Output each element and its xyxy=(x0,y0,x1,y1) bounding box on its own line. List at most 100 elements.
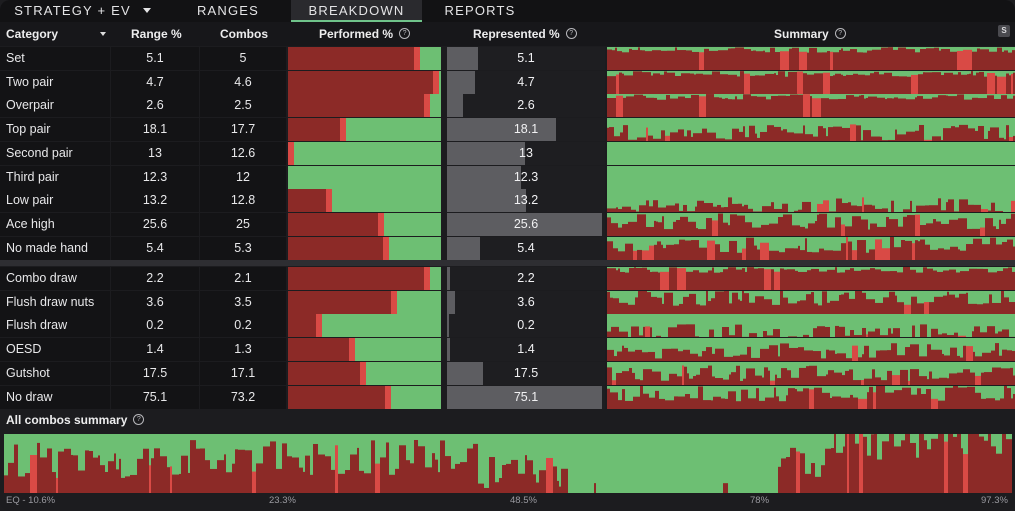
table-row[interactable]: Set 5.1 5 5.1 xyxy=(0,47,1015,70)
performed-bar xyxy=(288,361,441,385)
summary-strip[interactable] xyxy=(607,267,1015,290)
performed-bar xyxy=(288,385,441,409)
header-range-pct[interactable]: Range % xyxy=(131,22,182,46)
summary-strip[interactable] xyxy=(607,165,1015,189)
category-cell: Ace high xyxy=(0,212,110,236)
represented-value: 13 xyxy=(519,145,533,160)
section-divider xyxy=(0,260,1015,266)
tab-strategy-ev[interactable]: STRATEGY + EV xyxy=(0,0,165,22)
header-category[interactable]: Category xyxy=(6,22,58,46)
all-combos-summary-title: All combos summary? xyxy=(6,413,145,427)
summary-strip[interactable] xyxy=(607,236,1015,260)
summary-strip[interactable] xyxy=(607,212,1015,236)
summary-strip[interactable] xyxy=(607,189,1015,213)
summary-strip[interactable] xyxy=(607,141,1015,165)
range-pct-cell: 5.1 xyxy=(111,47,199,70)
table-row[interactable]: Ace high 25.6 25 25.6 xyxy=(0,212,1015,236)
settings-badge-icon[interactable]: S xyxy=(998,25,1010,37)
header-represented[interactable]: Represented %? xyxy=(473,22,577,46)
tab-reports[interactable]: REPORTS xyxy=(422,0,538,22)
range-pct-cell: 1.4 xyxy=(111,338,199,362)
help-icon[interactable]: ? xyxy=(133,414,145,426)
summary-strip[interactable] xyxy=(607,70,1015,94)
performed-bet-fill xyxy=(424,267,430,290)
summary-strip[interactable] xyxy=(607,290,1015,314)
chevron-down-icon[interactable] xyxy=(142,8,151,14)
represented-bar: 25.6 xyxy=(447,212,605,236)
table-row[interactable]: Overpair 2.6 2.5 2.6 xyxy=(0,94,1015,118)
header-summary[interactable]: Summary? xyxy=(774,22,846,46)
table-row[interactable]: No draw 75.1 73.2 75.1 xyxy=(0,385,1015,409)
performed-fold-fill xyxy=(288,118,346,142)
summary-strip[interactable] xyxy=(607,314,1015,338)
table-row[interactable]: Flush draw nuts 3.6 3.5 3.6 xyxy=(0,290,1015,314)
header-range-label: Range % xyxy=(131,27,182,41)
table-row[interactable]: Combo draw 2.2 2.1 2.2 xyxy=(0,267,1015,290)
help-icon[interactable]: ? xyxy=(834,28,846,40)
table-row[interactable]: Flush draw 0.2 0.2 0.2 xyxy=(0,314,1015,338)
combos-cell: 17.7 xyxy=(200,118,286,142)
represented-bar: 4.7 xyxy=(447,70,605,94)
table-row[interactable]: Second pair 13 12.6 13 xyxy=(0,141,1015,165)
category-cell: No made hand xyxy=(0,236,110,260)
range-pct-cell: 2.6 xyxy=(111,94,199,118)
table-row[interactable]: Third pair 12.3 12 12.3 xyxy=(0,165,1015,189)
help-icon[interactable]: ? xyxy=(399,28,411,40)
represented-fill xyxy=(447,47,478,70)
tab-ranges[interactable]: RANGES xyxy=(165,0,291,22)
represented-bar: 2.6 xyxy=(447,94,605,118)
represented-fill xyxy=(447,165,521,189)
header-represented-label: Represented % xyxy=(473,27,560,41)
represented-value: 12.3 xyxy=(513,169,539,184)
represented-fill xyxy=(447,212,602,236)
all-combos-title-label: All combos summary xyxy=(6,413,128,427)
represented-fill xyxy=(447,118,556,142)
represented-fill xyxy=(447,70,475,94)
table-header: Category Range % Combos Performed %? Rep… xyxy=(0,22,1015,46)
header-performed[interactable]: Performed %? xyxy=(319,22,411,46)
tab-label: STRATEGY + EV xyxy=(14,3,131,18)
summary-strip[interactable] xyxy=(607,338,1015,362)
eq-label: 97.3% xyxy=(981,495,1008,506)
table-row[interactable]: Low pair 13.2 12.8 13.2 xyxy=(0,189,1015,213)
summary-strip[interactable] xyxy=(607,361,1015,385)
performed-fold-fill xyxy=(288,361,366,385)
range-pct-cell: 5.4 xyxy=(111,236,199,260)
performed-fold-fill xyxy=(288,385,391,409)
performed-fold-fill xyxy=(288,267,430,290)
performed-bar xyxy=(288,338,441,362)
performed-fold-fill xyxy=(288,70,439,94)
category-cell: Second pair xyxy=(0,141,110,165)
sort-caret-icon[interactable] xyxy=(100,32,106,36)
summary-strip[interactable] xyxy=(607,385,1015,409)
performed-bar xyxy=(288,47,441,70)
header-combos[interactable]: Combos xyxy=(220,22,268,46)
combos-cell: 25 xyxy=(200,212,286,236)
performed-bar xyxy=(288,70,441,94)
represented-bar: 0.2 xyxy=(447,314,605,338)
performed-bet-fill xyxy=(288,141,294,165)
represented-fill xyxy=(447,94,463,118)
category-cell: Low pair xyxy=(0,189,110,213)
table-row[interactable]: Two pair 4.7 4.6 4.7 xyxy=(0,70,1015,94)
table-row[interactable]: OESD 1.4 1.3 1.4 xyxy=(0,338,1015,362)
summary-strip[interactable] xyxy=(607,94,1015,118)
performed-bar xyxy=(288,94,441,118)
tab-label: BREAKDOWN xyxy=(308,3,405,18)
tab-breakdown[interactable]: BREAKDOWN xyxy=(291,0,422,22)
category-cell: Third pair xyxy=(0,165,110,189)
combos-cell: 73.2 xyxy=(200,385,286,409)
performed-bet-fill xyxy=(326,189,332,213)
summary-strip[interactable] xyxy=(607,118,1015,142)
represented-fill xyxy=(447,361,483,385)
help-icon[interactable]: ? xyxy=(565,28,577,40)
table-row[interactable]: No made hand 5.4 5.3 5.4 xyxy=(0,236,1015,260)
all-combos-summary-chart[interactable] xyxy=(4,434,1012,493)
performed-fold-fill xyxy=(288,290,397,314)
table-row[interactable]: Top pair 18.1 17.7 18.1 xyxy=(0,118,1015,142)
summary-strip[interactable] xyxy=(607,47,1015,70)
table-row[interactable]: Gutshot 17.5 17.1 17.5 xyxy=(0,361,1015,385)
range-pct-cell: 17.5 xyxy=(111,361,199,385)
category-cell: Flush draw xyxy=(0,314,110,338)
